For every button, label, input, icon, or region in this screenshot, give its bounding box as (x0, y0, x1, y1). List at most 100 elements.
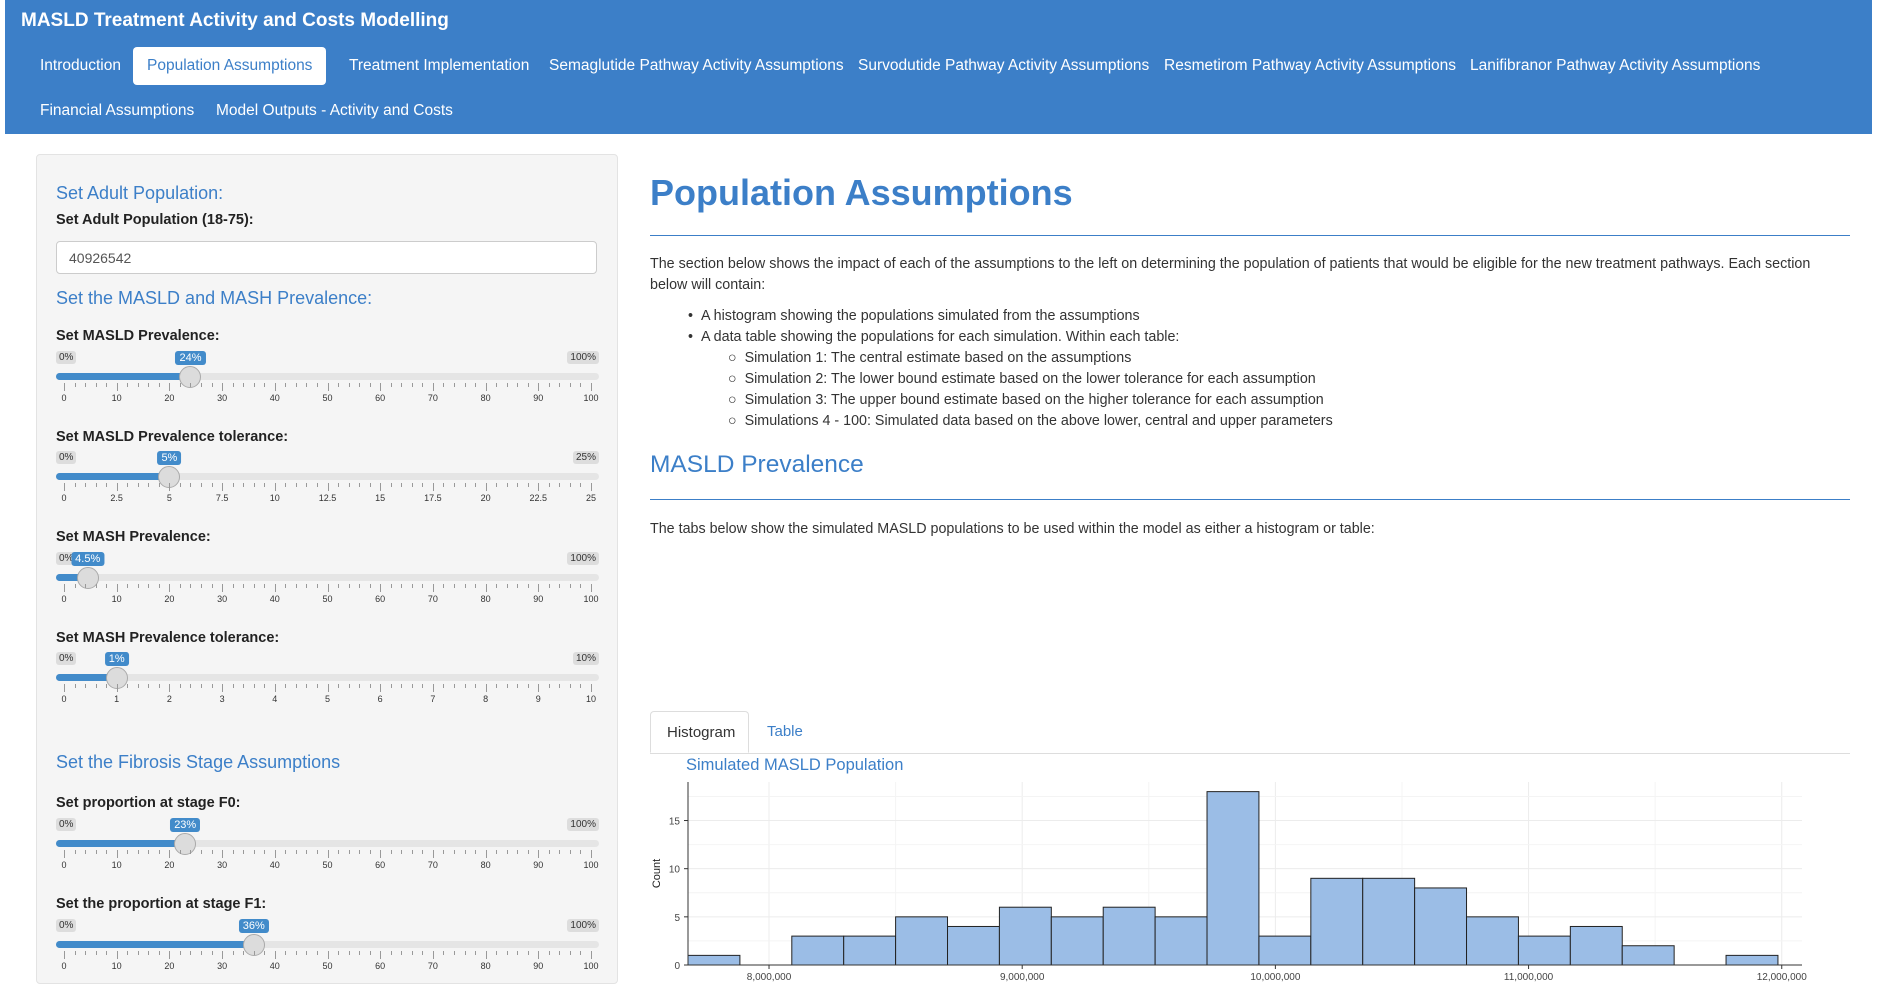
slider-minor-tick (264, 584, 266, 588)
slider-tick-label: 50 (322, 393, 333, 403)
slider-minor-tick (253, 483, 255, 487)
slider-tick (222, 584, 224, 592)
range-slider[interactable]: 0% 100% 24% 0 10 20 30 40 50 60 70 80 90 100 (56, 351, 599, 411)
slider-minor-tick (569, 850, 571, 854)
slider-minor-tick (580, 850, 582, 854)
slider-tick (222, 951, 224, 959)
slider-tick (327, 584, 329, 592)
slider-minor-tick (253, 850, 255, 854)
slider-minor-tick (232, 383, 234, 387)
tab-population-assumptions[interactable]: Population Assumptions (133, 47, 327, 85)
slider-tick (169, 850, 171, 858)
slider-minor-tick (316, 951, 318, 955)
slider-minor-tick (285, 951, 287, 955)
navbar: MASLD Treatment Activity and Costs Model… (5, 0, 1872, 134)
y-tick-label: 0 (674, 961, 680, 972)
slider-track[interactable] (56, 473, 599, 480)
slider-minor-tick (517, 684, 519, 688)
slider-tick-label: 20 (164, 860, 175, 870)
slider-tick (591, 383, 592, 391)
slider-minor-tick (106, 951, 108, 955)
range-slider[interactable]: 0% 100% 4.5% 0 10 20 30 40 50 60 70 80 90 100 (56, 552, 599, 612)
slider-minor-tick (348, 684, 350, 688)
slider-tick (327, 383, 329, 391)
slider-tick (538, 684, 540, 692)
range-slider[interactable]: 0% 100% 36% 0 10 20 30 40 50 60 70 80 90 100 (56, 919, 599, 979)
slider-track[interactable] (56, 941, 599, 948)
slider-minor-tick (411, 951, 413, 955)
slider-tick-label: 0 (61, 393, 67, 403)
tab-lanifibranor-pathway-activity-assumptions[interactable]: Lanifibranor Pathway Activity Assumption… (1470, 57, 1761, 74)
slider-minor-tick (580, 584, 582, 588)
slider-minor-tick (453, 584, 455, 588)
slider-tick (432, 483, 434, 491)
slider-handle[interactable] (242, 934, 265, 956)
slider-minor-tick (464, 383, 466, 387)
slider-tick (380, 584, 382, 592)
tab-table[interactable]: Table (767, 723, 803, 740)
slider-tick-label: 7.5 (215, 493, 229, 503)
slider-minor-tick (95, 684, 97, 688)
adult-population-heading: Set Adult Population: (56, 183, 224, 203)
slider-minor-tick (422, 684, 424, 688)
slider-minor-tick (559, 483, 561, 487)
slider-minor-tick (338, 383, 340, 387)
range-slider[interactable]: 0% 25% 5% 0 2.5 5 7.5 10 12.5 15 17.5 20 22.5 25 (56, 451, 599, 511)
slider-minor-tick (464, 951, 466, 955)
slider-tick-label: 100 (583, 860, 599, 870)
slider-tick (116, 684, 118, 692)
histogram-bar (1725, 954, 1779, 966)
slider-minor-tick (359, 951, 361, 955)
slider-minor-tick (137, 684, 139, 688)
slider-handle[interactable] (179, 366, 202, 388)
slider-minor-tick (190, 483, 192, 487)
tab-model-outputs-activity-and-costs[interactable]: Model Outputs - Activity and Costs (216, 102, 453, 119)
slider-minor-tick (74, 951, 76, 955)
tab-financial-assumptions[interactable]: Financial Assumptions (40, 102, 195, 119)
slider-track[interactable] (56, 674, 599, 681)
slider-minor-tick (506, 383, 508, 387)
slider-tick (485, 850, 487, 858)
slider-tick-label: 10 (111, 594, 122, 604)
slider-minor-tick (390, 483, 392, 487)
slider-tick-label: 6 (377, 694, 383, 704)
tab-histogram[interactable]: Histogram (650, 711, 749, 753)
slider-tick-label: 0 (61, 493, 67, 503)
slider-minor-tick (137, 383, 139, 387)
slider-track[interactable] (56, 574, 599, 581)
slider-track[interactable] (56, 840, 599, 847)
range-slider[interactable]: 0% 10% 1% 0 1 2 3 4 5 6 7 8 9 10 (56, 652, 599, 712)
tab-survodutide-pathway-activity-assumptions[interactable]: Survodutide Pathway Activity Assumptions (858, 57, 1150, 74)
slider-minor-tick (295, 383, 297, 387)
tab-introduction[interactable]: Introduction (40, 57, 121, 74)
app-title: MASLD Treatment Activity and Costs Model… (21, 10, 449, 31)
range-slider[interactable]: 0% 100% 23% 0 10 20 30 40 50 60 70 80 90 100 (56, 818, 599, 878)
slider-minor-tick (569, 684, 571, 688)
slider-minor-tick (453, 383, 455, 387)
tab-treatment-implementation[interactable]: Treatment Implementation (349, 57, 530, 74)
prevalence-heading: Set the MASLD and MASH Prevalence: (56, 288, 373, 308)
slider-handle[interactable] (76, 567, 99, 589)
slider-tick-label: 60 (375, 594, 386, 604)
tab-semaglutide-pathway-activity-assumptions[interactable]: Semaglutide Pathway Activity Assumptions (549, 57, 844, 74)
slider-minor-tick (316, 584, 318, 588)
tab-resmetirom-pathway-activity-assumptions[interactable]: Resmetirom Pathway Activity Assumptions (1164, 57, 1457, 74)
slider-tick (169, 383, 171, 391)
slider-minor-tick (74, 483, 76, 487)
slider-minor-tick (232, 584, 234, 588)
slider-tick (222, 483, 224, 491)
slider-tick-label: 80 (480, 961, 491, 971)
adult-population-input[interactable] (56, 241, 597, 274)
slider-minor-tick (517, 584, 519, 588)
slider-handle[interactable] (174, 833, 197, 855)
slider-minor-tick (148, 483, 150, 487)
slider-minor-tick (127, 383, 129, 387)
slider-min: 0% (56, 919, 77, 932)
slider-tick-label: 100 (583, 594, 599, 604)
slider-track[interactable] (56, 373, 599, 380)
slider-tick-label: 50 (322, 860, 333, 870)
slider-tick-label: 90 (533, 961, 544, 971)
histogram-bar (791, 935, 845, 966)
slider-value: 4.5% (71, 552, 105, 566)
slider-minor-tick (390, 584, 392, 588)
